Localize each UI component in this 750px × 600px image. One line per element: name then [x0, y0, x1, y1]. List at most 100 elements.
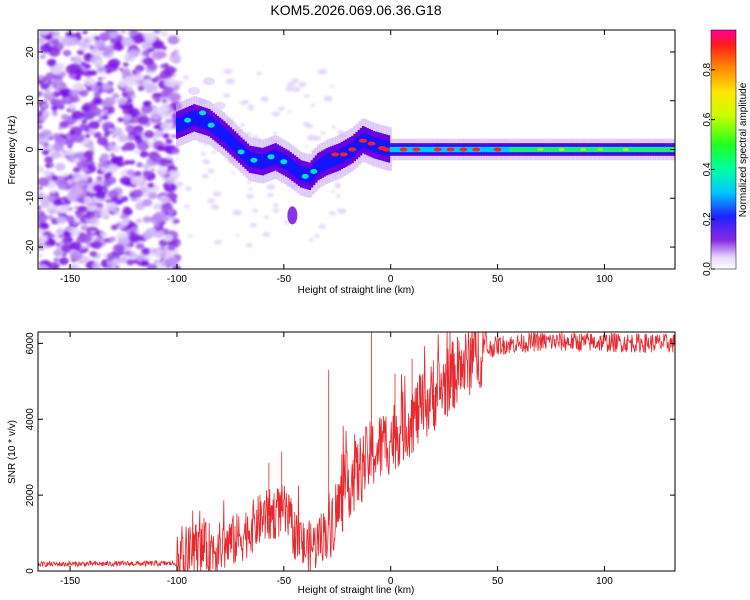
ridge-inner	[216, 122, 220, 137]
ridge-core	[502, 146, 506, 153]
noise-blob	[50, 150, 61, 159]
noise-blob	[223, 93, 230, 98]
noise-blob	[127, 135, 135, 141]
noise-blob	[81, 167, 89, 173]
noise-blob	[108, 128, 114, 132]
ridge-core	[393, 146, 397, 153]
ridge-inner	[355, 138, 359, 153]
ridge-inner	[257, 153, 260, 169]
ridge-hotspot	[597, 148, 604, 151]
ridge-core	[616, 146, 619, 153]
noise-blob	[285, 86, 294, 92]
noise-blob	[158, 104, 168, 112]
noise-blob	[184, 204, 191, 209]
noise-blob	[82, 197, 92, 205]
ridge-inner	[201, 113, 205, 128]
noise-blob	[175, 158, 180, 161]
noise-blob	[172, 73, 177, 77]
noise-blob	[76, 49, 85, 56]
noise-blob	[163, 234, 173, 242]
noise-blob	[308, 238, 314, 242]
noise-blob	[157, 51, 167, 59]
noise-blob	[287, 110, 292, 113]
ridge-core	[586, 146, 589, 153]
noise-blob	[119, 213, 128, 220]
noise-blob	[271, 111, 281, 117]
noise-blob	[42, 142, 49, 148]
noise-blob	[132, 34, 145, 44]
noise-blob	[51, 77, 64, 87]
ridge-inner	[180, 115, 183, 131]
noise-blob	[53, 257, 59, 262]
noise-blob	[81, 245, 87, 249]
ridge-core	[641, 146, 645, 153]
spectrogram-x-tick-label: -150	[60, 274, 80, 285]
noise-blob	[38, 205, 42, 210]
ridge-inner	[353, 140, 356, 155]
ridge-inner	[297, 164, 301, 180]
ridge-hotspot	[382, 147, 391, 152]
spectrogram-y-label: Frequency (Hz)	[7, 116, 18, 185]
spectrogram-x-label: Height of straight line (km)	[298, 285, 415, 296]
noise-blob	[163, 86, 174, 95]
ridge-inner	[374, 137, 378, 153]
noise-blob	[330, 190, 335, 193]
ridge-core	[644, 146, 647, 153]
noise-blob	[314, 234, 320, 238]
noise-blob	[52, 198, 63, 207]
ridge-core	[592, 146, 596, 153]
noise-blob	[73, 158, 80, 163]
noise-blob	[143, 130, 155, 139]
noise-blob	[100, 231, 108, 238]
noise-blob	[58, 257, 69, 265]
colorbar-tick-label: 0.6	[702, 112, 713, 126]
chart-title: KOM5.2026.069.06.36.G18	[270, 2, 441, 18]
noise-blob	[50, 65, 63, 76]
noise-blob	[142, 163, 151, 170]
ridge-inner	[299, 166, 303, 182]
noise-blob	[178, 242, 182, 246]
noise-blob	[61, 252, 67, 257]
ridge-inner	[357, 136, 361, 151]
noise-blob	[283, 220, 290, 224]
snr-y-tick-label: 4000	[25, 408, 36, 431]
ridge-inner	[182, 115, 185, 130]
snr-x-tick-label: 100	[596, 576, 613, 587]
noise-blob	[72, 187, 84, 196]
spectrogram-x-tick-label: 0	[388, 274, 394, 285]
noise-blob	[329, 84, 335, 88]
noise-blob	[292, 86, 301, 93]
spectrogram-y-tick-label: 10	[25, 95, 36, 107]
noise-blob	[286, 81, 296, 88]
noise-blob	[124, 76, 133, 83]
noise-blob	[65, 64, 79, 75]
noise-blob	[171, 134, 177, 139]
snr-chart: -150 -100 -50 0 50 100 0 2000 4000 6000 Height of…	[7, 331, 676, 596]
noise-blob	[123, 227, 128, 232]
noise-blob	[98, 32, 111, 41]
ridge-inner	[205, 114, 209, 130]
noise-blob	[107, 164, 119, 173]
ridge-core	[468, 146, 472, 153]
ridge-hotspot	[310, 168, 318, 174]
noise-blob	[112, 243, 125, 254]
ridge-hotspot	[446, 147, 455, 152]
noise-blob	[38, 36, 46, 44]
noise-blob	[212, 191, 222, 197]
noise-blob	[88, 120, 100, 130]
ridge-inner	[267, 151, 271, 167]
noise-blob	[136, 197, 143, 203]
noise-blob	[94, 59, 104, 67]
noise-blob	[69, 130, 76, 135]
noise-blob	[123, 141, 136, 151]
ridge-inner	[175, 117, 179, 133]
ridge-hotspot	[367, 141, 376, 146]
noise-blob	[202, 159, 211, 165]
ridge-core	[528, 146, 532, 153]
noise-blob	[151, 248, 158, 254]
noise-blob	[152, 40, 165, 50]
noise-blob	[78, 41, 91, 51]
noise-blob	[107, 58, 121, 68]
noise-blob	[92, 96, 103, 105]
noise-blob	[214, 239, 222, 245]
